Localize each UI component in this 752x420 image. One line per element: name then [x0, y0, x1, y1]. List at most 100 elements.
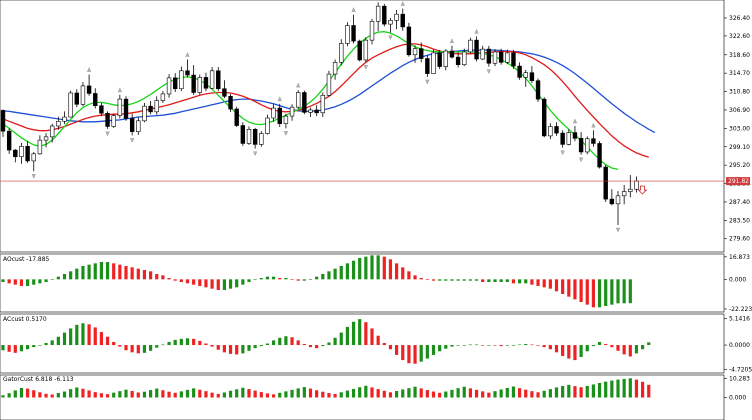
histogram-bar	[641, 381, 645, 398]
histogram-bar	[351, 321, 356, 346]
histogram-bar	[548, 279, 552, 289]
sell-arrow-icon	[637, 185, 648, 195]
candle-body	[191, 74, 196, 93]
histogram-bar	[75, 268, 79, 280]
histogram-bar	[13, 279, 17, 285]
histogram-bar	[530, 344, 534, 346]
candle-body	[449, 50, 455, 58]
candle-body	[302, 92, 307, 113]
histogram-bar	[388, 259, 393, 280]
histogram-bar	[351, 260, 356, 280]
histogram-bar	[93, 392, 97, 398]
histogram-bar	[81, 388, 85, 398]
fractal-down-icon	[388, 35, 393, 41]
histogram-bar	[505, 345, 509, 346]
histogram-bar	[518, 344, 522, 346]
histogram-bar	[259, 278, 263, 280]
histogram-bar	[413, 275, 417, 280]
histogram-bar	[112, 392, 116, 398]
candle-body	[400, 13, 405, 28]
histogram-bar	[50, 394, 54, 398]
histogram-bar	[487, 392, 491, 398]
candle-body	[511, 52, 516, 67]
histogram-bar	[438, 392, 442, 398]
candle-body	[375, 5, 381, 22]
current-price-tag: 291.82	[726, 177, 750, 186]
candle-body	[148, 105, 153, 113]
histogram-bar	[142, 391, 147, 398]
histogram-bar	[62, 274, 67, 280]
histogram-bar	[388, 345, 393, 350]
histogram-bar	[579, 279, 583, 302]
histogram-bar	[247, 345, 251, 351]
candle-body	[283, 115, 289, 124]
candle-body	[0, 110, 6, 132]
histogram-bar	[284, 391, 288, 398]
axis-tick-label: 0.000	[729, 395, 746, 402]
histogram-bar	[241, 279, 245, 285]
histogram-bar	[173, 339, 177, 346]
histogram-bar	[228, 345, 233, 354]
candle-body	[240, 125, 246, 144]
candle-body	[505, 52, 510, 63]
lips-line	[2, 31, 619, 171]
histogram-bar	[444, 345, 448, 349]
histogram-bar	[597, 382, 602, 398]
histogram-bar	[302, 279, 306, 281]
candle-body	[234, 108, 239, 126]
candle-body	[68, 92, 73, 118]
histogram-bar	[124, 345, 128, 351]
sell-arrow-mark	[637, 185, 648, 195]
candle-body	[56, 120, 61, 127]
histogram-bar	[290, 337, 294, 346]
histogram-bar	[284, 336, 288, 346]
histogram-bar	[272, 394, 276, 398]
histogram-bar	[444, 391, 448, 398]
candle-body	[406, 26, 412, 56]
current-price-tag-bg	[726, 177, 750, 186]
histogram-bar	[105, 336, 110, 346]
fractal-up-icon	[474, 28, 479, 34]
histogram-bar	[198, 340, 202, 346]
candle-body	[412, 48, 418, 56]
histogram-bar	[93, 263, 97, 280]
candle-body	[591, 138, 596, 144]
histogram-bar	[179, 391, 183, 398]
candle-body	[117, 98, 123, 116]
accust-axis: 5.1416 0.0000 -4.7205	[724, 315, 752, 374]
fractal-up-icon	[117, 87, 122, 93]
histogram-bar	[69, 328, 73, 346]
histogram-bar	[198, 389, 202, 398]
histogram-bar	[44, 393, 48, 398]
histogram-bar	[1, 345, 5, 351]
candle-body	[209, 70, 215, 89]
histogram-bar	[185, 279, 190, 284]
price-tick-label: 299.10	[729, 144, 750, 151]
candle-body	[431, 52, 436, 74]
histogram-bar	[505, 387, 509, 398]
histogram-bar	[622, 279, 626, 304]
histogram-bar	[591, 384, 595, 398]
candle-body	[93, 93, 98, 107]
histogram-bar	[253, 345, 257, 349]
histogram-bar	[610, 380, 614, 398]
histogram-bar	[548, 389, 552, 398]
candle-body	[43, 136, 49, 141]
histogram-bar	[105, 262, 110, 280]
histogram-bar	[136, 392, 140, 398]
histogram-bar	[265, 276, 270, 280]
histogram-bar	[647, 384, 651, 398]
histogram-bar	[382, 256, 386, 280]
fractal-down-icon	[253, 151, 258, 157]
histogram-bar	[573, 345, 577, 361]
histogram-bar	[345, 263, 349, 280]
histogram-bar	[462, 386, 466, 398]
histogram-bar	[561, 279, 565, 294]
histogram-bar	[345, 390, 349, 398]
gatorcust-axis: 10.283 0.000	[724, 375, 750, 402]
histogram-bar	[19, 279, 24, 286]
histogram-bar	[616, 345, 620, 351]
candle-body	[369, 20, 375, 41]
histogram-bar	[167, 341, 171, 346]
histogram-bar	[210, 392, 214, 398]
